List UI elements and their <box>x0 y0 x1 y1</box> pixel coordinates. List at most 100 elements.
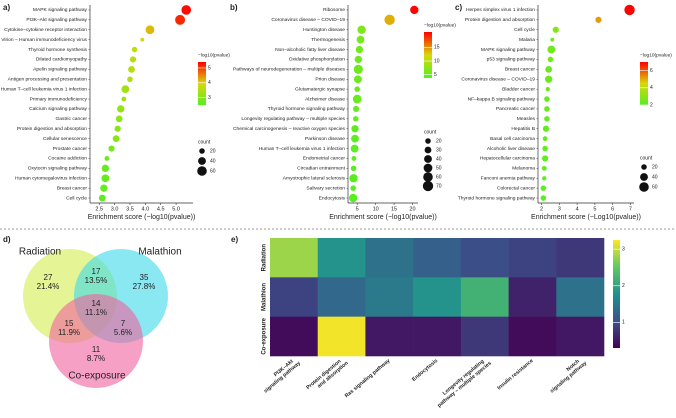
dot <box>98 194 106 202</box>
y-tick-label: Melanoma <box>512 166 535 172</box>
panel-label: d) <box>3 235 11 244</box>
y-tick-label: Cocaine addiction <box>48 156 87 162</box>
y-tick-label: Cellular senescence <box>43 136 87 142</box>
size-legend-label: 60 <box>436 174 442 180</box>
y-tick-label: Coronavirus disease – COVID–19 <box>271 17 345 23</box>
x-tick-label: 7 <box>629 206 632 212</box>
region-count: 14 <box>92 299 101 308</box>
set-label: Radiation <box>19 247 61 258</box>
size-legend-label: 20 <box>436 138 442 144</box>
colorbar-tick-label: 3 <box>208 95 211 101</box>
y-tick-label: Longevity regulating pathway – multiple … <box>241 116 345 122</box>
size-legend-dot <box>197 166 207 176</box>
colorbar-title: −log10(pvalue) <box>424 22 456 28</box>
y-tick-label: Cell cycle <box>66 195 87 201</box>
y-tick-label: Human T–cell leukemia virus 1 infection <box>259 146 346 152</box>
dot <box>127 76 133 83</box>
colorbar-tick-label: 2 <box>650 102 653 108</box>
y-tick-label: Prion disease <box>315 77 345 83</box>
y-tick-label: Measles <box>517 116 536 122</box>
y-tick-label: Thyroid hormone signaling pathway <box>458 195 536 201</box>
dot <box>547 56 554 63</box>
dot <box>181 5 192 15</box>
y-tick-label: Thyroid hormone synthesis <box>28 47 87 53</box>
dot <box>101 164 110 173</box>
heatmap-cell <box>317 316 366 357</box>
x-tick-label: 3 <box>558 206 561 212</box>
colorbar <box>198 62 206 105</box>
y-tick-label: Fanconi anemia pathway <box>481 176 536 182</box>
heatmap-cell <box>365 316 414 357</box>
region-count: 11 <box>92 345 101 354</box>
heatmap-cell <box>508 238 557 278</box>
dot <box>544 116 550 122</box>
colorbar-tick-label: 2 <box>622 283 625 289</box>
y-tick-label: MAPK signaling pathway <box>481 47 536 53</box>
size-legend-dot <box>422 180 434 192</box>
x-tick-label: 2.5 <box>95 206 103 212</box>
dot <box>544 75 553 83</box>
heatmap-cell <box>317 238 366 278</box>
size-legend-label: 40 <box>652 174 658 180</box>
region-percent: 13.5% <box>85 276 108 285</box>
x-tick-label: 4 <box>576 206 579 212</box>
dot <box>348 193 358 203</box>
region-count: 7 <box>121 319 126 328</box>
dot <box>128 65 135 73</box>
panel-label: a) <box>3 3 10 12</box>
region-percent: 8.7% <box>87 354 105 363</box>
y-tick-label: Basal cell carcinoma <box>490 136 535 142</box>
size-legend-label: 40 <box>210 158 216 164</box>
y-tick-label: Cytokine–cytokine receptor interaction <box>4 27 87 33</box>
heatmap-cell <box>413 238 462 278</box>
y-tick-label: Hepatocellular carcinoma <box>480 156 535 162</box>
dot <box>175 14 186 25</box>
y-tick-label: Apelin signaling pathway <box>33 67 87 73</box>
size-legend-label: 50 <box>436 165 442 171</box>
size-legend-label: 40 <box>436 156 442 162</box>
dot <box>552 26 559 33</box>
row-label: Co-exposure <box>262 317 268 354</box>
x-tick-label: 20 <box>409 206 415 212</box>
dot <box>350 144 359 153</box>
dot <box>354 86 360 92</box>
region-percent: 5.6% <box>114 328 132 337</box>
size-legend-label: 20 <box>210 148 216 154</box>
y-tick-label: MAPK signaling pathway <box>33 7 88 13</box>
dot <box>357 25 366 34</box>
dot <box>114 125 121 132</box>
heatmap-cell <box>413 277 462 317</box>
dot <box>595 16 602 23</box>
colorbar-title: −log10(pvalue) <box>198 52 230 58</box>
dot <box>352 116 359 122</box>
dot <box>117 105 125 113</box>
x-tick-label: 5 <box>356 206 359 212</box>
dot <box>356 35 365 44</box>
dot <box>355 45 364 54</box>
y-tick-label: Thermogenesis <box>311 37 345 43</box>
x-tick-label: 4.0 <box>142 206 150 212</box>
size-legend-dot <box>425 138 431 144</box>
set-label: Malathion <box>138 247 181 258</box>
dot <box>541 165 547 171</box>
dot <box>349 174 358 183</box>
heatmap-cell <box>556 238 605 278</box>
y-tick-label: Cell cycle <box>514 27 535 33</box>
size-legend-dot <box>424 155 432 163</box>
dot <box>112 135 120 143</box>
y-tick-label: Human T–cell leukemia virus 1 infection <box>1 86 88 92</box>
dot <box>545 65 553 73</box>
dot <box>140 37 145 42</box>
dot <box>351 134 359 143</box>
x-tick-label: 6 <box>611 206 614 212</box>
colorbar-tick-label: 10 <box>434 58 440 64</box>
dot <box>354 75 362 84</box>
region-count: 35 <box>140 273 149 282</box>
colorbar-tick-label: 5 <box>434 72 437 78</box>
venn-circle <box>49 294 143 388</box>
heatmap-cell <box>556 316 605 357</box>
colorbar <box>613 240 620 348</box>
y-tick-label: Thyroid hormone signaling pathway <box>268 106 346 112</box>
